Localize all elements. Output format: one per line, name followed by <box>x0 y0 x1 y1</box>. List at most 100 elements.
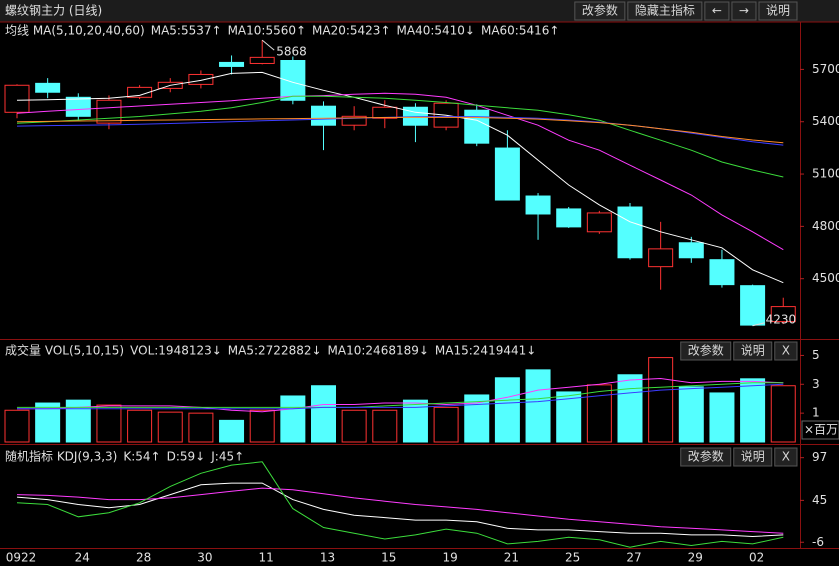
y-tick-label: 5 <box>812 348 820 362</box>
button[interactable] <box>574 1 626 21</box>
y-tick-label: -6 <box>812 535 824 549</box>
button[interactable] <box>704 1 730 21</box>
low-pointer <box>752 322 765 327</box>
y-tick-label: 4500 <box>812 271 839 285</box>
indicator-line <box>16 92 784 251</box>
candle-body <box>740 285 766 326</box>
volume-bar <box>402 399 428 443</box>
legend-entry: 均线 MA(5,10,20,40,60) <box>5 24 145 38</box>
button[interactable] <box>733 341 773 361</box>
button[interactable] <box>758 1 798 21</box>
y-tick-label: 3 <box>812 377 820 391</box>
x-tick-label: 24 <box>75 551 90 565</box>
x-tick-label: 27 <box>626 551 641 565</box>
candle-body <box>4 84 30 113</box>
volume-bar <box>433 406 459 443</box>
button[interactable] <box>733 447 773 467</box>
button-label[interactable]: 改参数 <box>688 449 724 464</box>
button[interactable] <box>731 1 757 21</box>
candle-body <box>617 206 643 259</box>
button-label[interactable]: 改参数 <box>582 3 618 18</box>
volume-bar <box>188 412 214 443</box>
candle-body <box>127 86 153 98</box>
indicator-line <box>16 461 784 548</box>
volume-bar <box>311 385 336 443</box>
volume-bar <box>219 419 245 443</box>
candle-body <box>494 147 520 201</box>
volume-bar <box>678 386 704 443</box>
volume-bar <box>249 409 275 443</box>
candle-body <box>586 212 612 233</box>
y-tick-label: 4800 <box>812 219 839 233</box>
button[interactable] <box>680 341 732 361</box>
candle-body <box>525 195 551 215</box>
x-tick-label: 29 <box>688 551 703 565</box>
x-tick-label: 11 <box>259 551 274 565</box>
legend-entry: 随机指标 KDJ(9,3,3) <box>5 449 117 464</box>
volume-bar <box>280 395 306 443</box>
button[interactable] <box>774 447 798 467</box>
indicator-line <box>17 377 784 413</box>
button-label[interactable]: 隐藏主指标 <box>635 3 695 18</box>
candle-body <box>556 208 582 228</box>
candle-body <box>341 115 367 126</box>
button[interactable] <box>680 447 732 467</box>
volume-bar <box>157 411 183 443</box>
legend-entry: VOL:1948123↓ <box>130 344 222 358</box>
indicator-line <box>16 116 784 144</box>
legend-entry: MA10:2468189↓ <box>328 344 429 358</box>
indicator-line <box>16 71 784 284</box>
button-label[interactable]: → <box>739 4 749 18</box>
button-label[interactable]: X <box>782 344 790 358</box>
legend-entry: K:54↑ <box>123 450 160 464</box>
x-tick-label: 19 <box>442 551 457 565</box>
candle-body <box>464 109 490 144</box>
candle-body <box>311 105 336 126</box>
volume-bar <box>4 409 30 443</box>
button[interactable] <box>774 341 798 361</box>
x-tick-label: 0922 <box>6 551 37 565</box>
x-tick-label: 25 <box>565 551 580 565</box>
button-label[interactable]: 说明 <box>741 449 765 464</box>
volume-bar <box>494 377 520 443</box>
volume-bar <box>770 385 796 443</box>
indicator-line <box>16 482 784 538</box>
legend-entry: MA15:2419441↓ <box>435 344 536 358</box>
candle-body <box>280 60 306 101</box>
y-tick-label: 5100 <box>812 167 839 181</box>
candle-body <box>96 99 122 124</box>
x-tick-label: 21 <box>504 551 519 565</box>
button-label[interactable]: 改参数 <box>688 343 724 358</box>
button-label[interactable]: X <box>782 450 790 464</box>
high-label: 5868 <box>276 45 307 59</box>
legend-entry: 成交量 VOL(5,10,15) <box>5 343 124 358</box>
low-label: 4230 <box>766 312 797 326</box>
button-label[interactable]: ← <box>712 4 722 18</box>
x-tick-label: 28 <box>136 551 151 565</box>
unit-box <box>801 420 839 440</box>
volume-bar <box>617 374 643 443</box>
candle-body <box>188 73 214 85</box>
button-label[interactable]: 说明 <box>766 3 790 18</box>
indicator-line <box>16 487 784 534</box>
y-tick-label: 97 <box>812 450 827 464</box>
volume-bar <box>96 404 122 443</box>
legend-entry: MA60:5416↑ <box>481 24 559 38</box>
x-tick-label: 30 <box>197 551 212 565</box>
candle-body <box>372 106 398 119</box>
legend-entry: MA40:5410↓ <box>397 24 475 38</box>
x-tick-label: 15 <box>381 551 396 565</box>
candle-body <box>35 82 61 93</box>
button-label[interactable]: 说明 <box>741 343 765 358</box>
y-tick-label: 45 <box>812 493 827 507</box>
candle-body <box>678 242 704 259</box>
volume-bar <box>740 378 766 443</box>
legend-entry: MA5:2722882↓ <box>228 344 322 358</box>
button[interactable] <box>627 1 703 21</box>
volume-bar <box>525 369 551 443</box>
volume-bar <box>709 392 735 443</box>
chart-title: 螺纹钢主力 (日线) <box>5 4 102 18</box>
volume-bar <box>556 391 582 443</box>
y-tick-label: 1 <box>812 406 820 420</box>
